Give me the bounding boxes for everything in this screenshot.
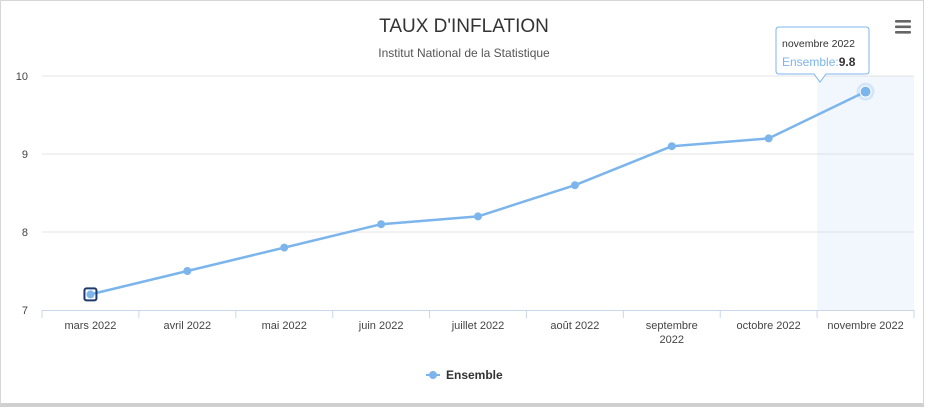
y-tick-label: 9 [22,149,28,161]
x-tick-label: avril 2022 [163,320,211,332]
legend[interactable]: Ensemble [426,368,503,382]
data-point[interactable] [377,220,386,229]
tooltip: novembre 2022 Ensemble:9.8 [775,26,870,83]
data-point[interactable] [859,85,872,98]
series-line-ensemble [89,90,867,296]
hover-highlight-band [817,76,914,310]
axes: 7 8 9 10 mars 2022 avril 2022 mai 2022 juin 202… [16,71,915,346]
x-tick-label: novembre 2022 [827,320,903,332]
data-point[interactable] [183,267,192,275]
y-tick-label: 8 [22,227,28,239]
series-ensemble [83,82,875,302]
data-point[interactable] [667,142,676,151]
hamburger-menu-icon [895,20,911,23]
tooltip-series-line: Ensemble:9.8 [782,55,856,69]
x-tick-label: mai 2022 [262,320,307,332]
x-tick-label: mars 2022 [64,320,116,332]
x-tick-label: octobre 2022 [737,320,801,332]
grid-lines [42,75,914,233]
tooltip-value: 9.8 [839,55,856,69]
x-tick-label: juin 2022 [358,320,404,332]
legend-marker [429,371,437,379]
data-point[interactable] [86,290,95,299]
data-point[interactable] [280,243,289,252]
chart-menu-button[interactable] [892,16,914,36]
x-tick-label: juillet 2022 [451,320,505,332]
x-tick-label: août 2022 [550,320,599,332]
point-focus-ring [83,287,98,302]
tooltip-category: novembre 2022 [782,38,855,50]
data-point[interactable] [570,181,579,190]
chart-subtitle: Institut National de la Statistique [378,46,550,60]
data-point[interactable] [474,212,482,221]
tooltip-series-name: Ensemble [782,55,836,69]
tooltip-box [775,26,870,83]
y-tick-label: 7 [22,305,28,317]
legend-item-ensemble[interactable]: Ensemble [446,368,503,382]
y-tick-label: 10 [16,71,28,83]
chart-title: TAUX D'INFLATION [379,16,549,37]
x-tick-label: septembre 2022 [646,320,698,346]
data-point[interactable] [764,134,773,143]
